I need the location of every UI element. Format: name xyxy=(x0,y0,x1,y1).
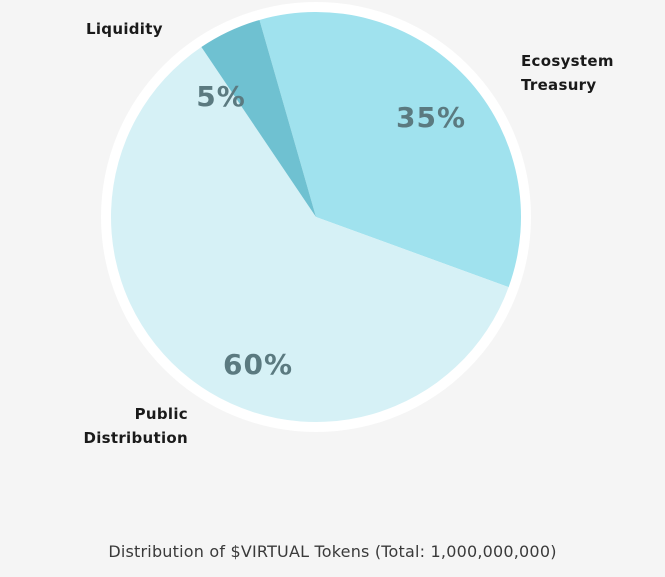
category-label-ecosystem-treasury: Ecosystem Treasury xyxy=(521,52,614,94)
slice-value-label-public-distribution: 60% xyxy=(223,348,293,381)
chart-caption: Distribution of $VIRTUAL Tokens (Total: … xyxy=(108,542,557,561)
pie-slices xyxy=(110,11,522,423)
slice-value-label-liquidity: 5% xyxy=(196,80,246,113)
category-label-liquidity: Liquidity xyxy=(86,20,163,38)
pie-slice-ecosystem-treasury xyxy=(259,11,522,288)
pie-value-labels: 35% 60% 5% xyxy=(196,80,466,381)
category-label-public-distribution: Public Distribution xyxy=(83,405,188,447)
pie-slice-liquidity xyxy=(201,19,316,217)
slice-value-label-ecosystem-treasury: 35% xyxy=(396,101,466,134)
pie-slice-public-distribution xyxy=(110,47,509,423)
